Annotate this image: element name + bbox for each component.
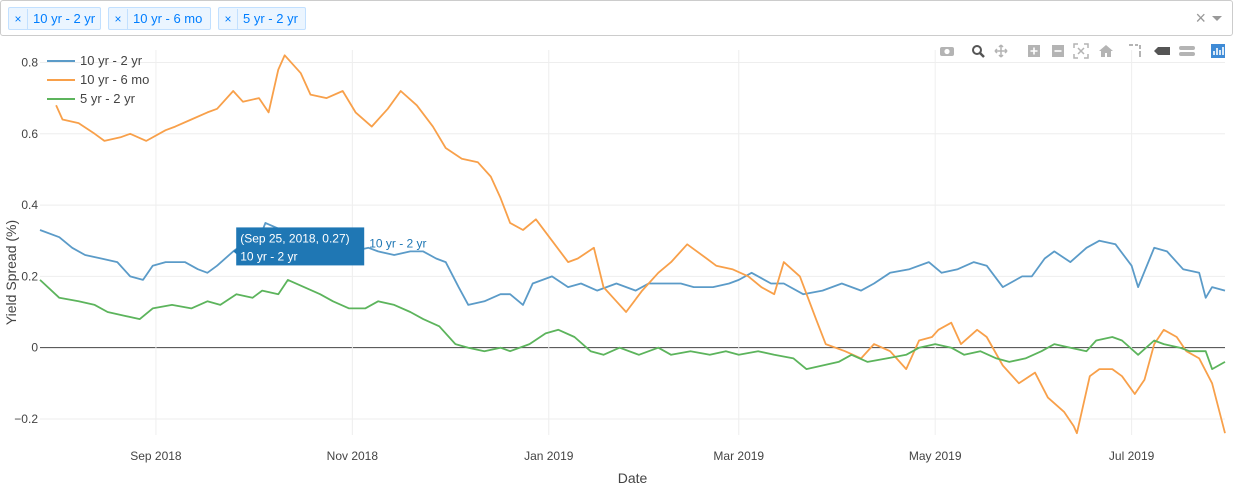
home-icon[interactable] — [1099, 45, 1113, 57]
hover-closest-icon[interactable] — [1154, 47, 1170, 55]
y-tick-label: 0.4 — [21, 198, 38, 212]
series-line-1 — [39, 222, 1226, 306]
x-tick-label: Mar 2019 — [713, 449, 764, 463]
autoscale-shape — [1073, 43, 1089, 59]
series-line-2 — [55, 54, 1226, 435]
plus — [1030, 47, 1038, 55]
hover-compare-icon[interactable] — [1179, 46, 1195, 56]
y-tick-label: 0.2 — [21, 269, 38, 283]
tooltip-line-2: 10 yr - 2 yr — [240, 249, 297, 263]
tooltip-line-1: (Sep 25, 2018, 0.27) — [240, 231, 349, 245]
spike-lines-icon[interactable] — [1129, 44, 1141, 57]
remove-chip-icon[interactable]: × — [9, 9, 28, 30]
y-tick-label: 0.6 — [21, 127, 38, 141]
clear-all-icon[interactable]: × — [1195, 8, 1206, 28]
zoom-handle — [979, 52, 985, 58]
legend-item-label: 5 yr - 2 yr — [80, 91, 136, 106]
modebar — [940, 43, 1225, 59]
remove-chip-icon[interactable]: × — [219, 9, 238, 30]
hover-tooltip: (Sep 25, 2018, 0.27) 10 yr - 2 yr 10 yr - … — [233, 227, 427, 266]
hover-closest-shape — [1154, 47, 1170, 55]
legend-item-label: 10 yr - 2 yr — [80, 53, 143, 68]
pan-icon[interactable] — [994, 44, 1008, 58]
series-line-3 — [39, 279, 1226, 370]
chip-label: 10 yr - 2 yr — [33, 11, 96, 26]
camera-icon[interactable] — [940, 47, 954, 56]
chip-label: 10 yr - 6 mo — [133, 11, 203, 26]
y-tick-label: 0.8 — [21, 55, 38, 69]
hover-compare-bottom — [1179, 52, 1195, 56]
y-tick-label: −0.2 — [14, 412, 38, 426]
camera-lens — [944, 48, 950, 55]
dropdown-arrow-icon[interactable] — [1212, 16, 1222, 21]
chip-10yr-2yr: × 10 yr - 2 yr — [8, 7, 101, 30]
axes: −0.2 0 0.2 0.4 0.6 0.8 Sep 2018 Nov 2018 Jan 201… — [3, 55, 1155, 486]
x-tick-label: May 2019 — [909, 449, 962, 463]
x-tick-label: Sep 2018 — [130, 449, 182, 463]
home-shape — [1099, 45, 1113, 57]
series-lines — [39, 54, 1226, 435]
zoom-in-icon[interactable] — [1028, 45, 1040, 57]
autoscale-icon[interactable] — [1073, 43, 1089, 59]
x-axis-title: Date — [618, 470, 648, 486]
y-tick-label: 0 — [31, 341, 38, 355]
legend-item-label: 10 yr - 6 mo — [80, 72, 149, 87]
chip-10yr-6mo: × 10 yr - 6 mo — [108, 7, 211, 30]
x-tick-label: Nov 2018 — [327, 449, 379, 463]
tooltip-pointer — [233, 246, 240, 257]
x-tick-label: Jan 2019 — [524, 449, 574, 463]
plotly-logo-icon[interactable] — [1211, 44, 1225, 58]
zoom-glass — [972, 45, 982, 55]
zoom-icon[interactable] — [972, 45, 985, 58]
chip-5yr-2yr: × 5 yr - 2 yr — [218, 7, 306, 30]
legend: 10 yr - 2 yr 10 yr - 6 mo 5 yr - 2 yr — [47, 53, 149, 106]
hover-compare-top — [1179, 46, 1195, 50]
chip-label: 5 yr - 2 yr — [243, 11, 298, 26]
tooltip-box — [236, 227, 365, 266]
y-axis-title: Yield Spread (%) — [3, 220, 19, 325]
remove-chip-icon[interactable]: × — [109, 9, 128, 30]
pan-arrows — [994, 44, 1008, 58]
tooltip-series-label: 10 yr - 2 yr — [369, 236, 426, 250]
x-tick-label: Jul 2019 — [1109, 449, 1155, 463]
series-multi-select[interactable]: × 10 yr - 2 yr × 10 yr - 6 mo × 5 yr - 2 yr… — [0, 0, 1233, 36]
grid — [40, 50, 1225, 435]
plotly-logo-bars — [1213, 47, 1224, 55]
zoom-out-icon[interactable] — [1052, 45, 1064, 57]
spike-shape — [1129, 44, 1141, 57]
